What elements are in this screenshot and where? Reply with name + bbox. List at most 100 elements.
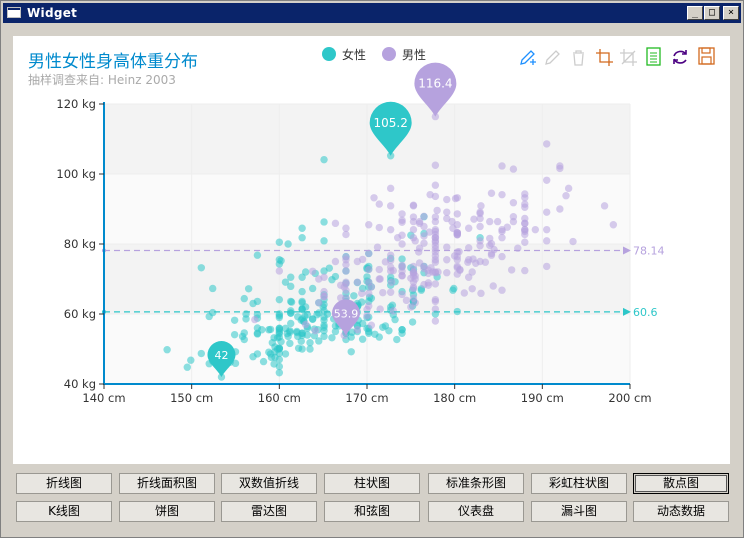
male-data-point[interactable]: [543, 208, 551, 216]
mark-icon[interactable]: [520, 50, 536, 65]
female-data-point[interactable]: [287, 273, 295, 281]
male-data-point[interactable]: [415, 248, 423, 256]
chart-type-button[interactable]: 折线面积图: [119, 473, 215, 494]
male-data-point[interactable]: [521, 200, 529, 208]
female-data-point[interactable]: [240, 329, 248, 337]
female-data-point[interactable]: [308, 284, 317, 293]
female-data-point[interactable]: [275, 369, 284, 377]
male-data-point[interactable]: [398, 261, 406, 270]
male-data-point[interactable]: [543, 176, 551, 184]
female-data-point[interactable]: [275, 295, 284, 304]
male-data-point[interactable]: [464, 244, 473, 252]
female-data-point[interactable]: [449, 286, 457, 294]
male-data-point[interactable]: [521, 266, 529, 275]
male-data-point[interactable]: [315, 299, 323, 307]
female-data-point[interactable]: [347, 348, 355, 356]
female-data-point[interactable]: [297, 337, 305, 345]
female-data-point[interactable]: [281, 278, 290, 286]
male-data-point[interactable]: [487, 249, 496, 258]
male-data-point[interactable]: [469, 255, 477, 263]
male-data-point[interactable]: [477, 289, 485, 298]
male-data-point[interactable]: [420, 232, 428, 240]
female-data-point[interactable]: [284, 240, 292, 248]
male-data-point[interactable]: [365, 289, 373, 298]
male-data-point[interactable]: [409, 217, 418, 226]
male-data-point[interactable]: [387, 278, 396, 286]
male-data-point[interactable]: [489, 282, 497, 290]
female-data-point[interactable]: [244, 285, 253, 293]
female-data-point[interactable]: [298, 224, 306, 232]
female-data-point[interactable]: [298, 315, 306, 323]
male-data-point[interactable]: [365, 221, 373, 229]
chart-type-button[interactable]: 饼图: [119, 501, 215, 522]
male-data-point[interactable]: [509, 165, 518, 173]
chart-type-button[interactable]: 漏斗图: [531, 501, 627, 522]
male-data-point[interactable]: [398, 216, 406, 224]
female-data-point[interactable]: [320, 332, 328, 341]
male-data-point[interactable]: [600, 202, 609, 210]
female-data-point[interactable]: [375, 333, 383, 341]
male-data-point[interactable]: [453, 264, 461, 272]
male-data-point[interactable]: [386, 251, 395, 259]
male-data-point[interactable]: [311, 327, 319, 335]
male-data-point[interactable]: [468, 285, 476, 293]
male-data-point[interactable]: [476, 222, 484, 231]
chart-type-button[interactable]: 彩虹柱状图: [531, 473, 627, 494]
female-data-point[interactable]: [265, 326, 273, 334]
female-data-point[interactable]: [187, 356, 195, 364]
male-data-point[interactable]: [398, 231, 406, 239]
male-data-point[interactable]: [498, 190, 506, 199]
male-data-point[interactable]: [453, 210, 461, 218]
male-data-point[interactable]: [468, 268, 476, 276]
female-data-point[interactable]: [358, 319, 367, 328]
male-data-point[interactable]: [507, 266, 516, 274]
female-data-point[interactable]: [253, 329, 262, 337]
female-data-point[interactable]: [209, 308, 217, 317]
male-data-point[interactable]: [415, 217, 424, 226]
male-data-point[interactable]: [431, 213, 440, 221]
male-mark-point[interactable]: 116.4: [414, 62, 457, 117]
male-data-point[interactable]: [477, 202, 485, 210]
male-data-point[interactable]: [521, 219, 529, 228]
chart-type-button[interactable]: 仪表盘: [428, 501, 524, 522]
male-data-point[interactable]: [431, 280, 440, 288]
male-data-point[interactable]: [375, 265, 383, 274]
female-data-point[interactable]: [253, 251, 262, 259]
maximize-button[interactable]: □: [704, 6, 720, 20]
female-data-point[interactable]: [197, 349, 206, 358]
male-data-point[interactable]: [521, 190, 529, 198]
female-data-point[interactable]: [286, 339, 294, 348]
male-data-point[interactable]: [367, 283, 376, 291]
male-data-point[interactable]: [476, 208, 484, 216]
male-data-point[interactable]: [476, 214, 484, 223]
female-data-point[interactable]: [398, 326, 406, 334]
female-data-point[interactable]: [408, 318, 417, 326]
male-data-point[interactable]: [353, 326, 362, 334]
male-data-point[interactable]: [342, 260, 350, 269]
male-data-point[interactable]: [431, 305, 440, 313]
female-data-point[interactable]: [398, 255, 406, 263]
male-data-point[interactable]: [487, 239, 496, 248]
male-data-point[interactable]: [320, 287, 328, 296]
male-data-point[interactable]: [409, 278, 418, 286]
chart-type-button[interactable]: K线图: [16, 501, 112, 522]
male-data-point[interactable]: [358, 289, 366, 298]
male-data-point[interactable]: [342, 230, 350, 239]
male-data-point[interactable]: [251, 315, 259, 324]
male-data-point[interactable]: [365, 302, 373, 310]
female-data-point[interactable]: [259, 357, 268, 366]
male-data-point[interactable]: [431, 192, 440, 201]
female-data-point[interactable]: [298, 345, 306, 353]
minimize-button[interactable]: _: [687, 6, 703, 20]
female-data-point[interactable]: [287, 297, 295, 306]
male-data-point[interactable]: [342, 278, 350, 286]
male-data-point[interactable]: [431, 252, 440, 260]
female-data-point[interactable]: [281, 350, 290, 358]
male-data-point[interactable]: [443, 269, 451, 277]
mark-undo-icon[interactable]: [545, 50, 560, 65]
male-data-point[interactable]: [476, 257, 484, 266]
male-data-point[interactable]: [301, 320, 310, 329]
male-data-point[interactable]: [453, 248, 461, 256]
male-data-point[interactable]: [431, 297, 440, 306]
male-data-point[interactable]: [275, 267, 284, 275]
